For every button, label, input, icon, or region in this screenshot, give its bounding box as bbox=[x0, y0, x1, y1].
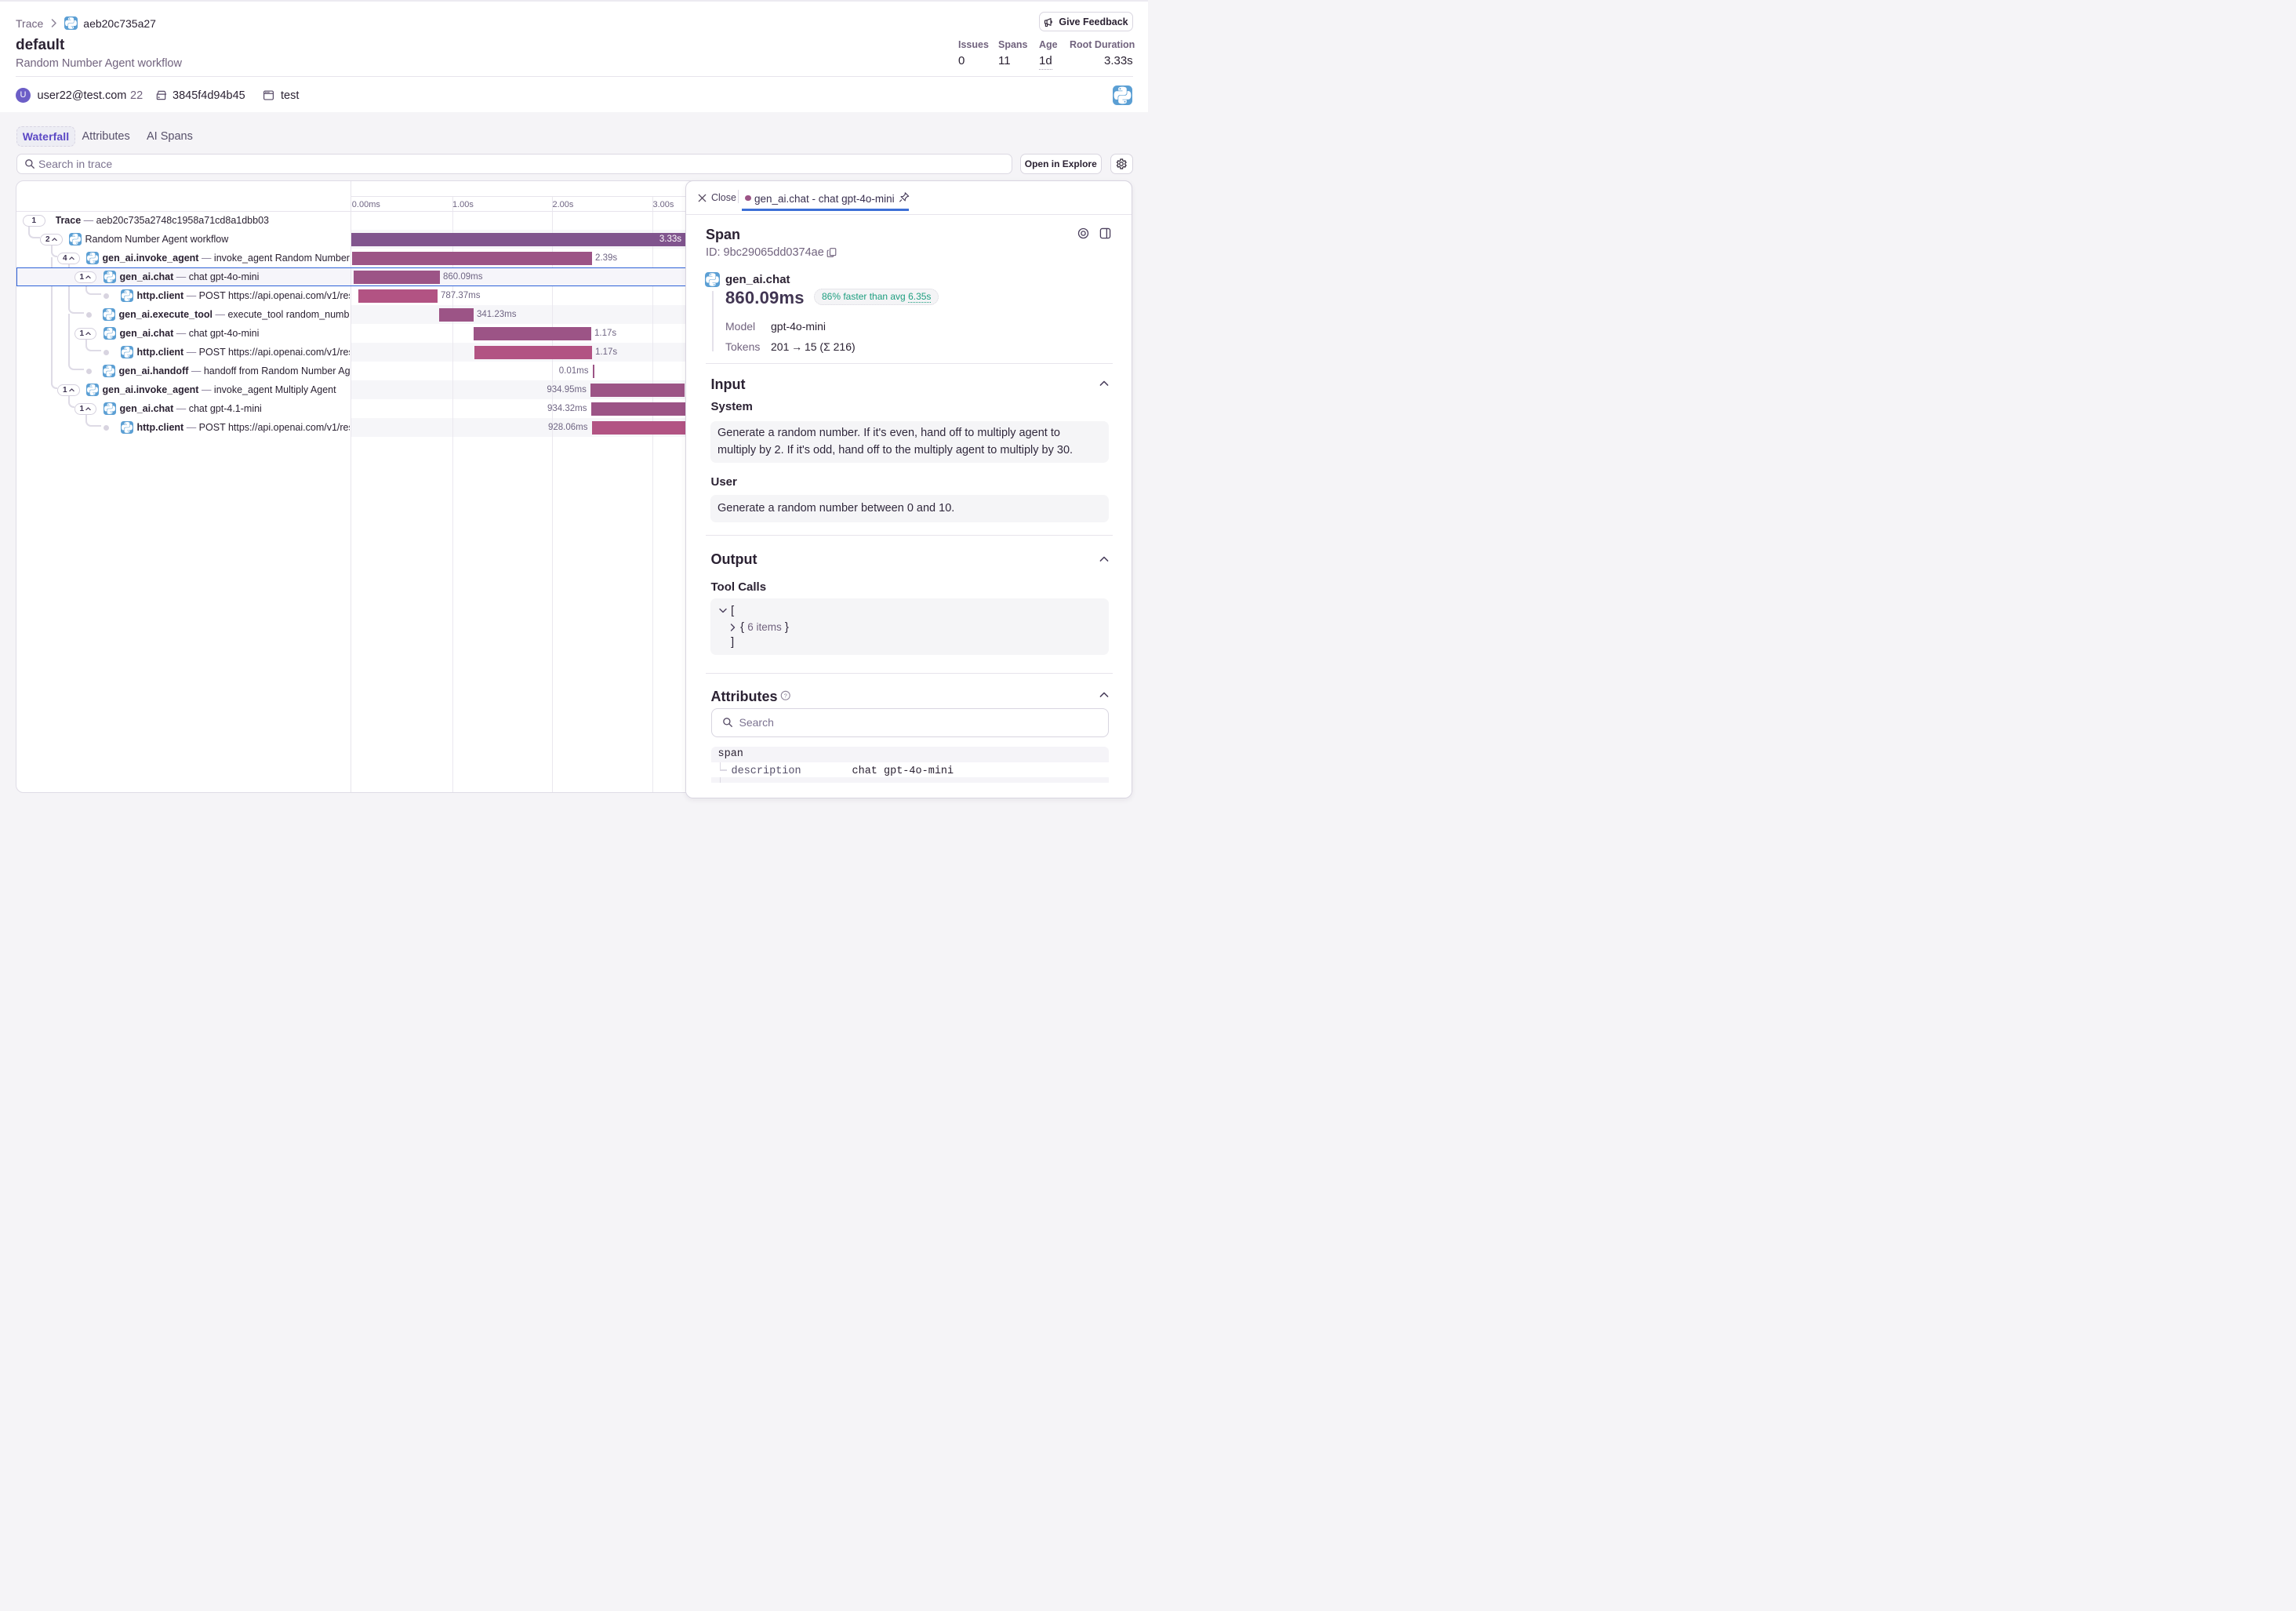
svg-text:?: ? bbox=[784, 692, 787, 699]
